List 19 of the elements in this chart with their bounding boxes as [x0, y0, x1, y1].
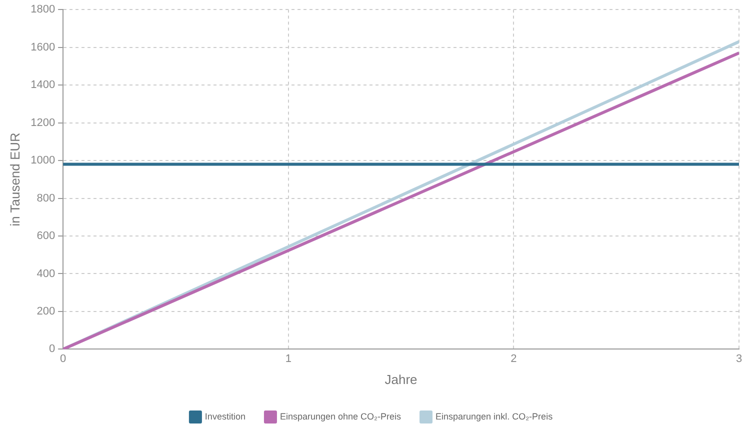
legend-label: Investition — [204, 411, 246, 422]
y-tick-label: 1000 — [30, 154, 56, 167]
y-tick-label: 1400 — [30, 79, 56, 92]
legend-label: Einsparungen ohne CO₂-Preis — [280, 411, 402, 422]
x-tick-label: 1 — [285, 352, 292, 365]
y-tick-label: 1600 — [30, 41, 56, 54]
y-tick-label: 600 — [36, 230, 56, 242]
y-tick-label: 200 — [36, 306, 56, 318]
y-tick-label: 1200 — [30, 116, 56, 129]
y-axis-title: in Tausend EUR — [7, 132, 22, 226]
y-tick-label: 400 — [36, 268, 56, 280]
x-axis-title: Jahre — [384, 372, 418, 387]
legend-label: Einsparungen inkl. CO₂-Preis — [436, 411, 554, 422]
y-tick-label: 800 — [36, 192, 56, 204]
x-tick-label: 0 — [60, 352, 66, 365]
y-tick-label: 1800 — [30, 4, 56, 16]
x-tick-label: 2 — [510, 352, 517, 365]
x-tick-label: 3 — [736, 352, 742, 365]
y-tick-label: 0 — [48, 343, 56, 356]
